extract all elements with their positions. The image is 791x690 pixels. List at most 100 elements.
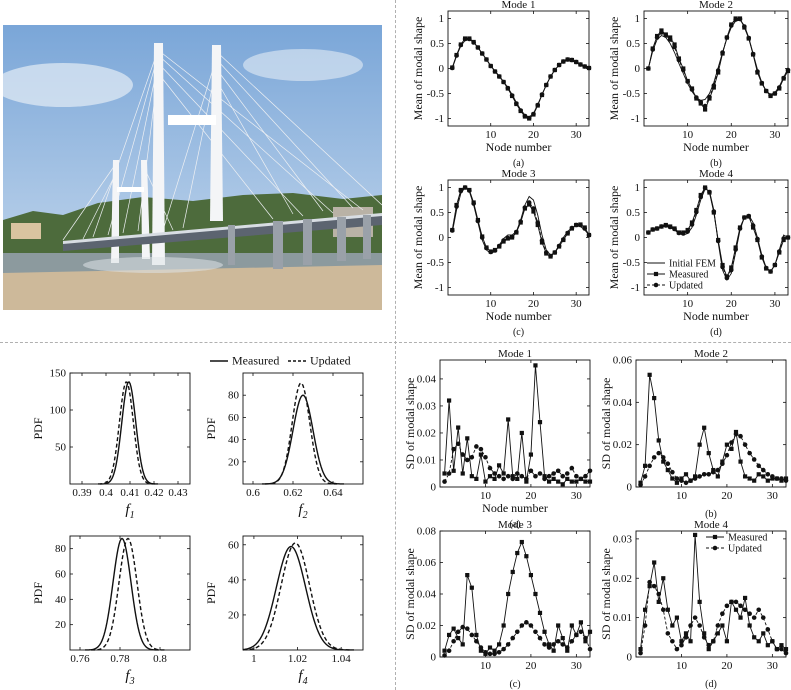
series-measured [84, 537, 160, 651]
data-point [496, 463, 502, 468]
x-tick-label: 20 [528, 129, 540, 141]
data-point [697, 442, 702, 447]
data-point [689, 222, 695, 227]
y-tick-label: 0 [635, 63, 641, 75]
data-point [638, 647, 643, 652]
data-point [543, 250, 549, 255]
data-point [564, 645, 570, 650]
data-point [556, 479, 561, 484]
data-point [569, 479, 574, 484]
data-point [665, 467, 670, 473]
series-line [647, 18, 789, 111]
bridge-sign [168, 115, 216, 125]
series-updated [638, 431, 789, 488]
series-measured [638, 532, 789, 652]
panel-label: (c) [509, 679, 520, 690]
data-point [670, 623, 675, 628]
data-point [676, 230, 682, 236]
data-point [583, 479, 588, 484]
data-point [698, 194, 704, 200]
data-point [551, 476, 556, 481]
data-point [578, 476, 584, 482]
series-updated [646, 16, 791, 109]
data-point [514, 229, 519, 235]
data-point [548, 74, 553, 79]
y-tick-label: 0 [439, 232, 445, 244]
chart-sd-mode-4: 10 20 30 0 0.01 0.02 0.03 Mode 4 SD of modal sha… [599, 519, 789, 690]
data-point [733, 599, 739, 605]
data-point [469, 585, 474, 590]
y-axis-label: SD of modal shape [403, 378, 417, 470]
data-point [574, 473, 579, 479]
bridge-deck [63, 215, 382, 251]
data-point [456, 425, 461, 430]
data-point [674, 646, 680, 652]
x-tick-label: 30 [571, 490, 583, 502]
data-point [680, 67, 686, 73]
data-point [746, 213, 752, 219]
plot-frame [635, 530, 787, 658]
legend-label: Measured [232, 354, 279, 368]
panel-label: (d) [705, 679, 717, 690]
data-point [776, 249, 782, 254]
data-point [756, 639, 761, 644]
y-tick-label: 1 [635, 182, 641, 194]
data-point [674, 476, 680, 481]
data-point [510, 635, 516, 641]
data-point [569, 225, 575, 231]
x-tick-label: 20 [525, 660, 537, 672]
data-point [688, 623, 693, 628]
chart-pdf-f2: 0.6 0.62 0.64 20 40 60 80 PDF f2 Measured Updated [204, 354, 364, 521]
series-measured [646, 185, 791, 279]
data-point [537, 471, 543, 476]
data-point [651, 455, 657, 460]
x-axis-label: Node number [683, 309, 749, 323]
data-point [578, 629, 584, 635]
y-tick-label: 0.5 [430, 38, 444, 50]
data-point [665, 631, 671, 636]
data-point [763, 265, 769, 271]
data-point [756, 607, 762, 613]
data-point [474, 444, 479, 449]
data-point [487, 651, 493, 657]
plot-frame [447, 10, 590, 127]
data-point [484, 57, 489, 62]
data-point [715, 474, 720, 479]
data-point [747, 450, 752, 456]
data-point [454, 53, 459, 58]
y-tick-label: 0.5 [430, 207, 444, 219]
y-tick-label: 0.5 [626, 207, 640, 219]
y-tick-label: 0.03 [613, 533, 633, 545]
data-point [524, 479, 529, 484]
series-line [242, 545, 352, 651]
data-point [555, 468, 561, 474]
data-point [528, 452, 534, 457]
bridge-photo [3, 25, 382, 310]
data-point [537, 610, 543, 615]
y-axis-label: PDF [31, 417, 45, 439]
data-point [560, 636, 565, 641]
data-point [683, 480, 689, 486]
data-point [496, 649, 502, 655]
data-point [528, 573, 534, 578]
series-updated [638, 579, 789, 656]
chart-mean-mode-1: 10 20 30 -1 -0.5 0 0.5 1 Mode 1 Mean of modal sha… [411, 0, 592, 169]
series-measured [261, 394, 345, 485]
x-tick-label: 0.43 [168, 487, 188, 499]
river-bank [3, 265, 382, 310]
x-tick-label: 20 [525, 490, 537, 502]
y-axis-label: Mean of modal shape [411, 186, 425, 290]
data-point [455, 629, 461, 635]
plot-frame [69, 535, 191, 651]
data-point [560, 642, 566, 647]
data-point [742, 24, 747, 29]
plot-frame [635, 359, 787, 488]
data-point [535, 220, 541, 225]
legend-item: Initial FEM [647, 259, 716, 270]
data-point [702, 107, 708, 112]
data-point [672, 226, 677, 232]
chart-sd-mode-2: 10 20 30 0 0.02 0.04 0.06 Mode 2 SD of modal sha… [599, 348, 789, 520]
data-point [692, 615, 698, 620]
series-updated [449, 36, 592, 121]
